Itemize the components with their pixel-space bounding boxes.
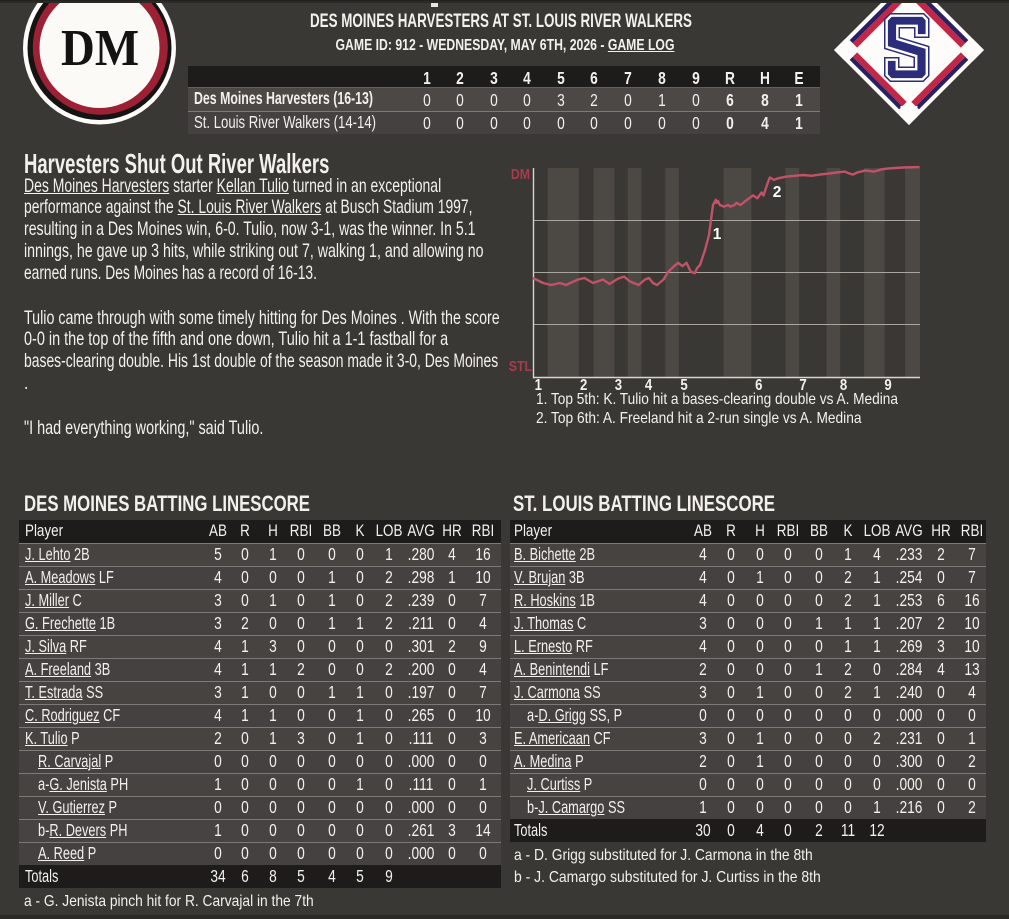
svg-text:7: 7 bbox=[799, 377, 806, 394]
svg-text:4: 4 bbox=[645, 377, 652, 394]
svg-text:DM: DM bbox=[511, 166, 530, 182]
svg-text:2: 2 bbox=[580, 377, 587, 394]
svg-text:1: 1 bbox=[535, 377, 542, 394]
svg-text:5: 5 bbox=[680, 377, 687, 394]
svg-text:DM: DM bbox=[61, 19, 139, 77]
svg-text:6: 6 bbox=[755, 377, 762, 394]
svg-text:3: 3 bbox=[615, 377, 622, 394]
svg-text:9: 9 bbox=[884, 377, 891, 394]
svg-text:STL: STL bbox=[509, 358, 532, 374]
svg-text:2: 2 bbox=[773, 184, 782, 201]
svg-text:1: 1 bbox=[713, 226, 722, 243]
svg-text:8: 8 bbox=[840, 377, 847, 394]
